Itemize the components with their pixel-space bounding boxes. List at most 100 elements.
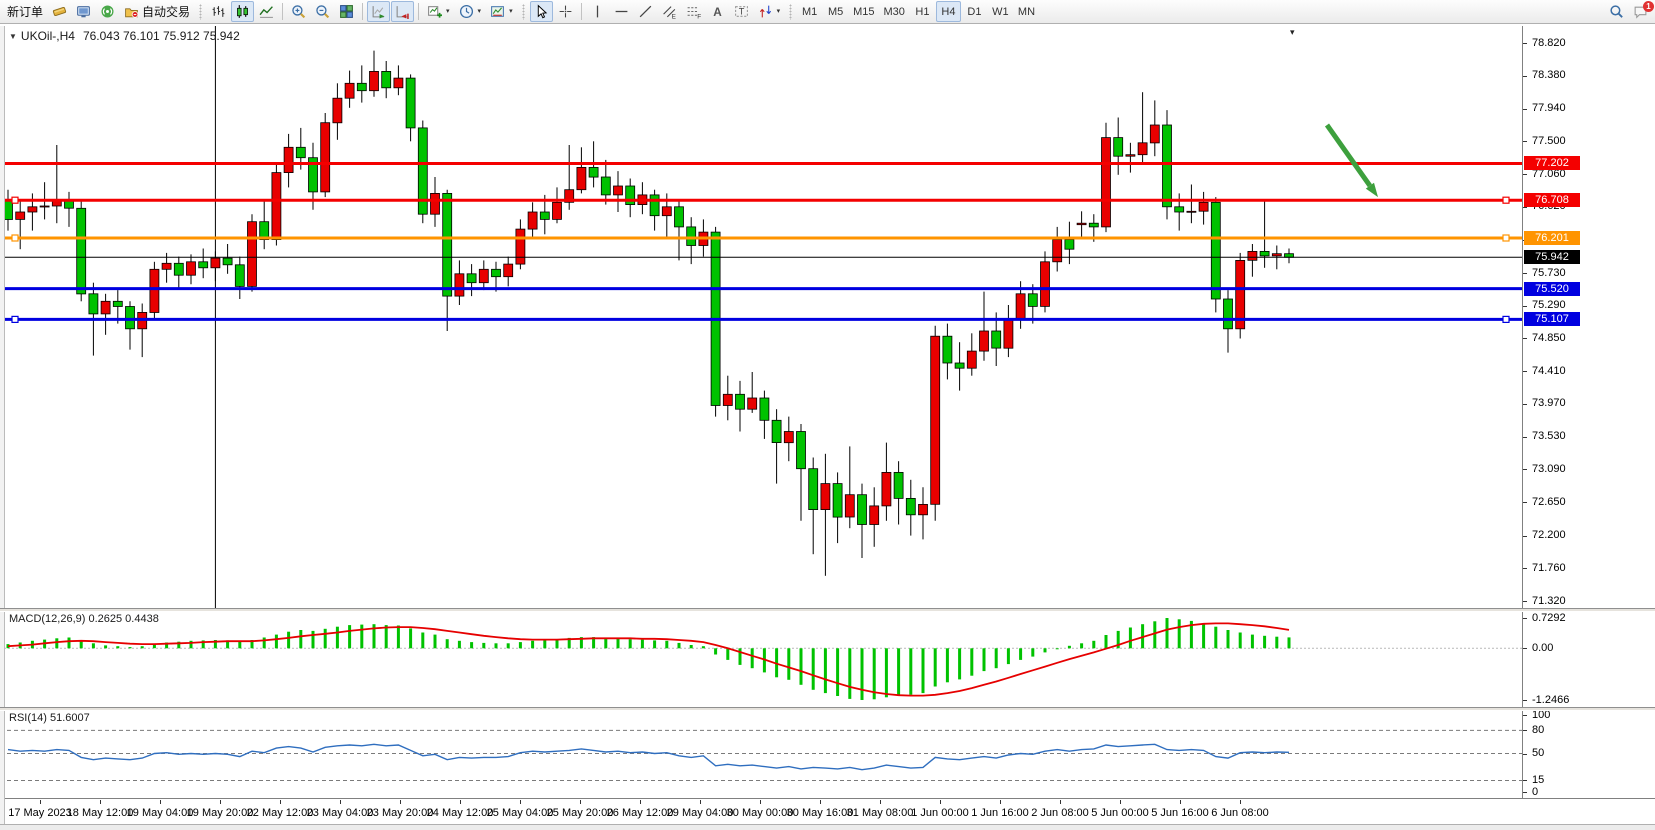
macd-panel[interactable] — [0, 610, 1522, 707]
rsi-splitter[interactable] — [0, 707, 1655, 711]
time-tick-label: 1 Jun 00:00 — [911, 807, 969, 819]
time-tick — [580, 800, 581, 804]
zoom-in-button[interactable] — [287, 1, 310, 22]
time-tick — [100, 800, 101, 804]
chevron-down-icon[interactable]: ▾ — [509, 8, 513, 15]
timeframe-mn[interactable]: MN — [1017, 5, 1036, 18]
rsi-scale-label: 0 — [1532, 786, 1539, 798]
text-icon: A — [710, 4, 725, 19]
candlestick-button[interactable] — [231, 1, 255, 22]
chart-corner-marker[interactable]: ▾ — [1290, 27, 1295, 37]
time-tick — [520, 800, 521, 804]
price-line-badge: 75.942 — [1524, 250, 1580, 264]
time-tick-label: 19 May 20:00 — [186, 807, 254, 819]
timeframe-m5[interactable]: M5 — [827, 5, 844, 18]
toolbar-separator — [418, 3, 420, 20]
time-tick — [760, 800, 761, 804]
price-tick — [1523, 76, 1527, 77]
bar-chart-button[interactable] — [207, 1, 230, 22]
rsi-scale-tick — [1523, 792, 1527, 793]
timeframe-h4[interactable]: H4 — [935, 1, 961, 22]
market-watch-button[interactable] — [48, 1, 71, 22]
text-button[interactable]: A — [706, 1, 729, 22]
autoscroll-icon — [371, 4, 386, 19]
crosshair-icon — [558, 4, 573, 19]
signal-icon — [100, 4, 115, 19]
rsi-panel[interactable] — [0, 709, 1522, 798]
templates-button[interactable]: ▾ — [486, 1, 517, 22]
search-button[interactable] — [1605, 1, 1628, 22]
zoom-out-button[interactable] — [311, 1, 334, 22]
price-tick-label: 75.290 — [1532, 299, 1566, 311]
time-axis[interactable]: 17 May 2023 18 May 12:00 19 May 04:00 19 Ma… — [0, 798, 1655, 825]
crosshair-button[interactable] — [554, 1, 577, 22]
trendline-icon — [638, 4, 653, 19]
toolbar-grip — [789, 3, 793, 20]
channel-button[interactable]: E — [658, 1, 681, 22]
time-tick — [1240, 800, 1241, 804]
price-line-badge: 76.708 — [1524, 193, 1580, 207]
new-order-button[interactable]: 新订单 — [3, 1, 47, 22]
price-tick-label: 73.090 — [1532, 463, 1566, 475]
new-chart-button[interactable]: ▾ — [423, 1, 454, 22]
price-tick-label: 71.760 — [1532, 562, 1566, 574]
timeframe-h1[interactable]: H1 — [915, 5, 930, 18]
macd-splitter[interactable] — [0, 608, 1655, 612]
vertical-line-button[interactable] — [586, 1, 609, 22]
timeframe-d1[interactable]: D1 — [967, 5, 982, 18]
price-tick — [1523, 536, 1527, 537]
text-label-button[interactable]: T — [730, 1, 753, 22]
chart-title-symbol: UKOil-,H4 — [20, 29, 75, 43]
time-tick-label: 17 May 2023 — [8, 807, 72, 819]
price-axis[interactable]: 78.82078.38077.94077.50077.06076.62076.1… — [1522, 26, 1655, 798]
notifications-button[interactable]: 1 — [1629, 1, 1654, 22]
timeframe-m15[interactable]: M15 — [853, 5, 875, 18]
horizontal-line-button[interactable] — [610, 1, 633, 22]
svg-text:E: E — [671, 13, 675, 19]
cursor-button[interactable] — [529, 1, 553, 22]
price-tick — [1523, 306, 1527, 307]
main-chart-panel[interactable] — [0, 26, 1522, 608]
time-tick-label: 25 May 04:00 — [486, 807, 554, 819]
time-tick — [1120, 800, 1121, 804]
toolbar-separator — [362, 3, 364, 20]
rsi-scale-tick — [1523, 780, 1527, 781]
periods-button[interactable]: ▾ — [455, 1, 486, 22]
line-chart-button[interactable] — [255, 1, 278, 22]
rsi-scale-tick — [1523, 730, 1527, 731]
time-tick — [1060, 800, 1061, 804]
autotrading-button[interactable]: 自动交易 — [120, 1, 194, 22]
macd-scale-label: -1.2466 — [1532, 694, 1570, 706]
toolbar: 新订单 自动交易 ▾ ▾ ▾ E F A T ▾ M1 M5 M15 M30 H1 H4 D1 W1 MN 1 — [0, 0, 1655, 24]
time-tick — [40, 800, 41, 804]
price-tick-label: 73.530 — [1532, 430, 1566, 442]
fibonacci-button[interactable]: F — [682, 1, 705, 22]
time-tick-label: 30 May 16:00 — [786, 807, 854, 819]
price-tick-label: 77.940 — [1532, 102, 1566, 114]
price-tick-label: 77.500 — [1532, 135, 1566, 147]
chevron-down-icon[interactable]: ▾ — [477, 8, 482, 15]
timeframe-m1[interactable]: M1 — [801, 5, 818, 18]
time-tick — [880, 800, 881, 804]
signals-button[interactable] — [96, 1, 119, 22]
price-tick — [1523, 469, 1527, 470]
timeframe-m30[interactable]: M30 — [883, 5, 905, 18]
autoscroll-button[interactable] — [367, 1, 391, 22]
time-tick-label: 25 May 20:00 — [546, 807, 614, 819]
chart-left-frame — [0, 26, 5, 824]
price-tick — [1523, 601, 1527, 602]
window-bottom-edge — [0, 824, 1655, 830]
symbol-dropdown-icon[interactable]: ▼ — [9, 32, 17, 41]
chevron-down-icon[interactable]: ▾ — [776, 8, 781, 15]
time-tick-label: 23 May 04:00 — [306, 807, 374, 819]
hline-icon — [614, 4, 629, 19]
timeframe-w1[interactable]: W1 — [992, 5, 1009, 18]
vline-icon — [590, 4, 605, 19]
chart-shift-button[interactable] — [391, 1, 415, 22]
macd-scale-tick — [1523, 700, 1527, 701]
arrows-button[interactable]: ▾ — [754, 1, 785, 22]
trendline-button[interactable] — [634, 1, 657, 22]
chevron-down-icon[interactable]: ▾ — [446, 8, 450, 15]
navigator-button[interactable] — [72, 1, 95, 22]
tile-windows-button[interactable] — [335, 1, 358, 22]
